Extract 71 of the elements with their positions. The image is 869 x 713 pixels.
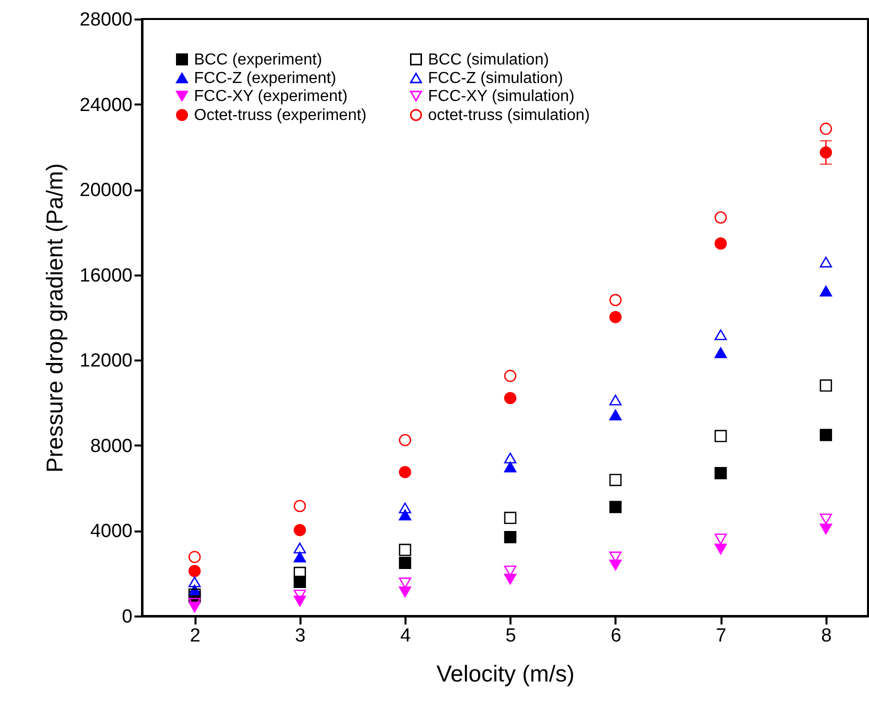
point [504, 392, 516, 404]
point [398, 466, 412, 478]
x-tick-label: 2 [190, 626, 200, 646]
y-tick-label: 28000 [80, 10, 132, 30]
point [504, 370, 516, 382]
point [294, 500, 306, 512]
point [714, 237, 727, 250]
x-tick-label: 6 [610, 626, 622, 646]
point [294, 552, 306, 562]
y-tick-label: 16000 [80, 265, 132, 286]
point [820, 122, 832, 135]
point [820, 256, 832, 268]
y-tick-label: 4000 [90, 521, 132, 542]
point [609, 410, 622, 420]
point [398, 556, 412, 570]
point [398, 502, 412, 514]
point [504, 462, 516, 472]
point [714, 347, 727, 358]
point [609, 500, 622, 514]
point [294, 542, 306, 554]
point [398, 434, 412, 446]
point [504, 530, 516, 544]
legend-label: BCC (simulation) [428, 51, 549, 68]
point [714, 329, 727, 340]
x-tick-label: 4 [400, 626, 412, 646]
point [714, 534, 727, 544]
y-tick-label: 12000 [80, 350, 132, 372]
point [398, 586, 412, 598]
point [504, 452, 516, 464]
point [398, 544, 412, 556]
point [609, 474, 622, 486]
legend-label: FCC-XY (experiment) [194, 88, 348, 105]
point [609, 310, 622, 324]
x-tick-label: 7 [716, 626, 726, 646]
point [398, 510, 412, 520]
legend-label: FCC-Z (simulation) [428, 70, 564, 87]
legend-label: Octet-truss (experiment) [194, 107, 366, 124]
x-tick-label: 5 [505, 626, 516, 646]
point [609, 560, 622, 570]
point [714, 544, 727, 554]
y-tick-label: 8000 [90, 436, 132, 457]
x-axis-title: Velocity (m/s) [436, 660, 575, 686]
point [714, 467, 727, 480]
point [820, 428, 832, 442]
point [820, 379, 832, 392]
point [188, 550, 201, 564]
point [504, 512, 516, 524]
point [188, 588, 201, 601]
y-tick-label: 24000 [80, 94, 132, 116]
x-tick-label: 8 [821, 626, 832, 646]
y-axis-title: Pressure drop gradient (Pa/m) [42, 163, 68, 473]
legend-label: BCC (experiment) [194, 51, 322, 68]
point [609, 394, 622, 406]
point [820, 286, 832, 296]
point [188, 564, 201, 578]
point [609, 294, 622, 306]
point [820, 146, 832, 159]
point [714, 211, 727, 224]
legend-label: octet-truss (simulation) [428, 107, 590, 124]
point [294, 524, 306, 536]
point [820, 514, 832, 524]
point [820, 524, 832, 534]
point [714, 430, 727, 442]
point [188, 576, 201, 588]
legend-label: FCC-Z (experiment) [194, 70, 336, 87]
point [294, 566, 306, 580]
point [504, 574, 516, 585]
legend-label: FCC-XY (simulation) [428, 88, 574, 105]
x-tick-label: 3 [295, 626, 306, 646]
y-tick-label: 0 [122, 606, 132, 628]
y-tick-label: 20000 [80, 180, 132, 202]
